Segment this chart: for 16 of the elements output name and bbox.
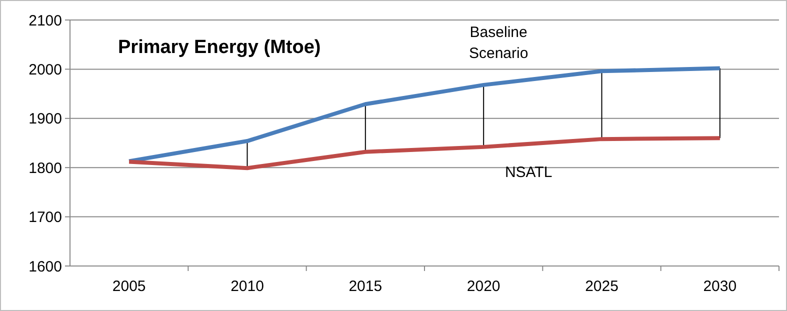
y-tick-label: 1800 — [28, 160, 62, 177]
y-tick-label: 1700 — [28, 209, 62, 226]
x-tick-label: 2005 — [112, 278, 146, 295]
y-tick-label: 2100 — [28, 12, 62, 30]
y-tick-label: 2000 — [28, 61, 62, 78]
y-tick-label: 1900 — [28, 110, 62, 128]
series-label: NSATL — [504, 164, 552, 181]
text: Primary Energy (Mtoe) — [118, 37, 321, 58]
y-tick-label: 1600 — [28, 258, 62, 276]
x-tick-label: 2030 — [703, 278, 737, 295]
x-tick-label: 2020 — [466, 278, 500, 295]
x-tick-label: 2015 — [348, 278, 382, 295]
x-tick-label: 2025 — [585, 278, 618, 295]
x-tick-label: 2010 — [230, 278, 264, 295]
series-label: Baseline Scenario — [468, 24, 528, 62]
line-series — [127, 66, 722, 164]
